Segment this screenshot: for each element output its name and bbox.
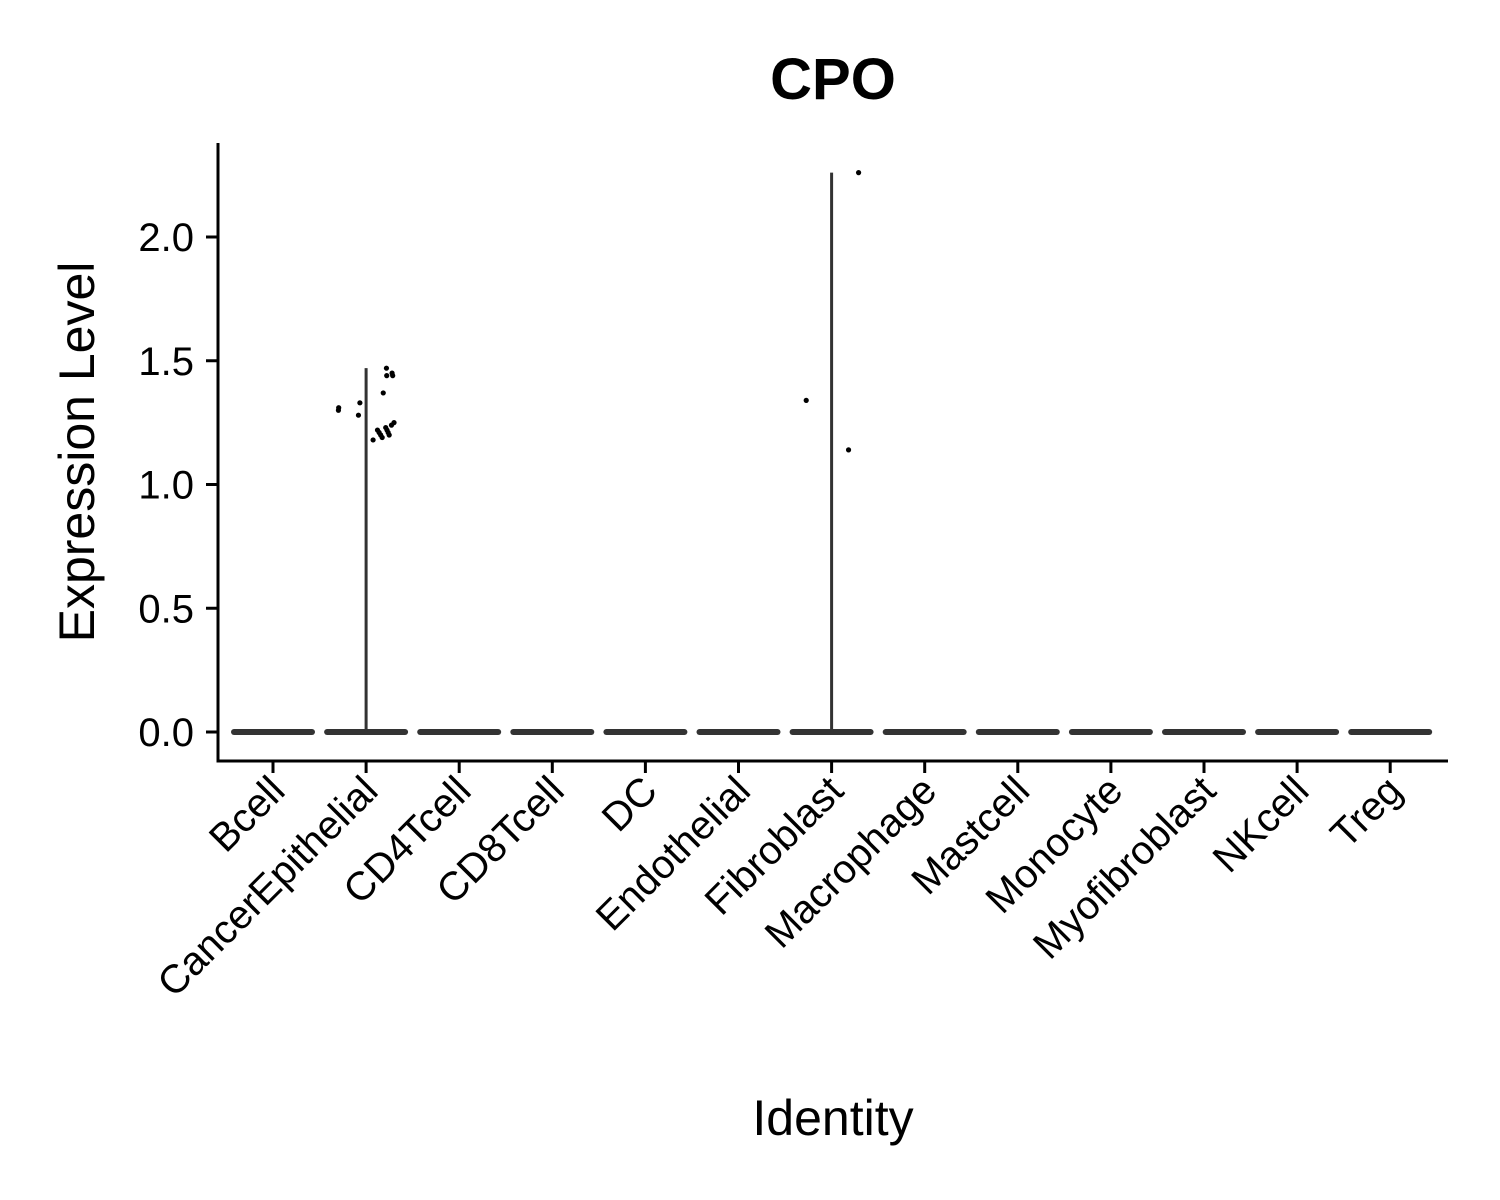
data-point-cancerepithelial	[390, 373, 396, 379]
data-point-cancerepithelial	[383, 365, 390, 371]
violin-base-nkcell	[1255, 729, 1340, 735]
data-point-cancerepithelial	[388, 422, 395, 428]
data-point-cancerepithelial	[379, 434, 385, 441]
y-tick-label: 1.0	[138, 464, 194, 508]
violin-base-macrophage	[882, 729, 967, 735]
data-point-cancerepithelial	[370, 437, 376, 443]
data-point-cancerepithelial	[357, 400, 363, 406]
violin-base-treg	[1348, 729, 1433, 735]
y-tick-label: 1.5	[138, 340, 194, 384]
data-point-cancerepithelial	[335, 407, 342, 413]
data-point-cancerepithelial	[355, 412, 362, 418]
plot-area	[231, 170, 1433, 735]
violin-base-monocyte	[1068, 729, 1153, 735]
data-point-fibroblast	[845, 447, 852, 453]
violin-base-myofibroblast	[1162, 729, 1246, 735]
y-axis-title: Expression Level	[49, 262, 105, 643]
y-tick-label: 0.5	[138, 587, 194, 631]
data-point-fibroblast	[855, 170, 862, 176]
axes: 0.00.51.01.52.0BcellCancerEpithelialCD4T…	[138, 143, 1448, 1005]
y-tick-label: 2.0	[138, 216, 194, 260]
violin-base-mastcell	[975, 729, 1060, 735]
data-point-cancerepithelial	[384, 373, 390, 379]
data-point-cancerepithelial	[380, 390, 386, 396]
violin-base-endothelial	[696, 729, 781, 735]
violin-base-bcell	[231, 729, 315, 735]
x-axis-title: Identity	[752, 1090, 913, 1146]
x-tick-label-dc: DC	[594, 768, 666, 840]
x-tick-label-nkcell: NKcell	[1205, 768, 1318, 881]
chart-title: CPO	[770, 47, 896, 112]
data-point-fibroblast	[803, 397, 809, 403]
y-tick-label: 0.0	[138, 711, 194, 755]
x-tick-label-treg: Treg	[1322, 768, 1410, 856]
violin-base-cd4tcell	[417, 729, 502, 735]
violin-base-cd8tcell	[510, 729, 595, 735]
data-point-cancerepithelial	[386, 432, 392, 438]
violin-base-dc	[603, 729, 688, 735]
